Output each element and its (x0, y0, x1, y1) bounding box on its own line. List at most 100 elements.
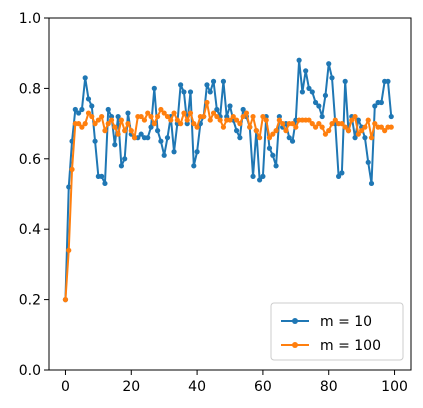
data-point-m10 (181, 89, 187, 95)
data-point-m100 (128, 128, 134, 134)
data-point-m100 (62, 297, 69, 303)
data-point-m100 (69, 166, 75, 172)
data-point-m10 (72, 106, 78, 113)
data-point-m100 (178, 121, 184, 127)
data-point-m100 (365, 117, 371, 123)
data-point-m10 (89, 103, 95, 109)
data-point-m100 (332, 117, 338, 123)
data-point-m100 (260, 113, 266, 120)
data-point-m10 (388, 113, 394, 120)
legend: m = 10 m = 100 (270, 302, 404, 361)
data-point-m100 (141, 117, 148, 123)
data-point-m100 (266, 135, 273, 141)
data-point-m100 (312, 124, 319, 130)
data-point-m100 (184, 117, 190, 123)
data-point-m100 (125, 121, 131, 127)
data-point-m10 (385, 78, 391, 84)
data-point-m10 (220, 78, 227, 84)
data-point-m10 (312, 99, 319, 106)
data-point-m100 (171, 110, 177, 116)
data-point-m10 (237, 135, 243, 141)
data-point-m100 (257, 135, 263, 141)
data-point-m10 (336, 173, 342, 179)
data-point-m100 (250, 113, 256, 120)
data-point-m10 (102, 180, 108, 187)
data-point-m100 (345, 128, 352, 134)
plot-frame (48, 17, 412, 371)
data-point-m100 (115, 131, 121, 137)
data-point-m10 (148, 124, 154, 130)
data-point-m10 (115, 113, 121, 120)
data-point-m100 (243, 110, 250, 116)
data-point-m100 (187, 110, 194, 116)
data-point-m10 (151, 85, 157, 91)
data-point-m10 (270, 152, 276, 158)
data-point-m100 (270, 131, 276, 137)
data-point-m100 (138, 113, 144, 120)
legend-label-m10: m = 10 (320, 314, 372, 330)
data-point-m10 (260, 173, 266, 179)
data-point-m100 (158, 106, 164, 113)
data-point-m10 (326, 61, 332, 67)
data-point-m10 (85, 96, 92, 102)
data-point-m10 (316, 103, 322, 109)
data-point-m100 (247, 124, 253, 130)
data-point-m10 (227, 103, 233, 109)
data-point-m10 (355, 117, 361, 123)
data-point-m10 (194, 149, 200, 155)
data-point-m10 (122, 156, 128, 162)
series-line-m10 (64, 59, 393, 300)
x-tick-label: 20 (122, 379, 140, 395)
data-point-m10 (145, 135, 151, 141)
data-point-m10 (362, 135, 368, 141)
data-point-m100 (352, 113, 358, 120)
data-point-m10 (352, 135, 358, 141)
data-point-m10 (178, 82, 184, 88)
data-point-m100 (220, 124, 227, 130)
data-point-m10 (299, 89, 305, 95)
data-point-m100 (148, 113, 154, 120)
data-point-m100 (276, 117, 282, 123)
data-point-m10 (286, 135, 292, 141)
data-point-m10 (171, 149, 177, 155)
data-point-m100 (388, 124, 394, 130)
data-point-m10 (92, 138, 98, 144)
data-point-m10 (112, 142, 118, 148)
data-point-m10 (79, 106, 85, 113)
data-point-m100 (316, 121, 322, 127)
data-point-m10 (329, 75, 335, 81)
data-point-m100 (131, 135, 138, 141)
data-point-m100 (112, 124, 118, 130)
data-point-m100 (99, 113, 105, 120)
data-point-m100 (204, 99, 210, 106)
data-point-m100 (191, 121, 197, 127)
data-point-m10 (322, 92, 329, 99)
legend-marker-m100 (292, 342, 298, 348)
data-point-m10 (240, 106, 246, 113)
data-point-m10 (250, 173, 256, 179)
data-point-m100 (253, 128, 259, 134)
data-point-m100 (362, 124, 368, 130)
data-point-m100 (181, 110, 187, 116)
data-point-m100 (92, 121, 98, 127)
y-tick-label: 0.4 (19, 222, 41, 238)
axes-layer: 0 20 40 60 80 100 0.0 0.2 0.4 0.6 0.8 1.0 (19, 11, 408, 395)
data-point-m10 (76, 110, 82, 116)
data-point-m100 (151, 121, 157, 127)
data-point-m10 (233, 128, 240, 134)
data-point-m100 (349, 117, 355, 123)
data-point-m100 (217, 117, 223, 123)
data-point-m100 (293, 124, 299, 130)
data-point-m100 (122, 128, 128, 134)
x-tick-label: 60 (254, 379, 272, 395)
data-point-m100 (280, 121, 286, 127)
data-point-m10 (214, 106, 220, 113)
data-point-m10 (118, 163, 124, 169)
data-point-m100 (89, 113, 95, 120)
data-point-m100 (273, 128, 279, 134)
data-point-m10 (378, 99, 384, 106)
y-tick-label: 0.6 (19, 152, 41, 168)
data-point-m100 (161, 110, 167, 116)
data-point-m10 (66, 184, 72, 190)
x-tick-label: 40 (188, 379, 206, 395)
